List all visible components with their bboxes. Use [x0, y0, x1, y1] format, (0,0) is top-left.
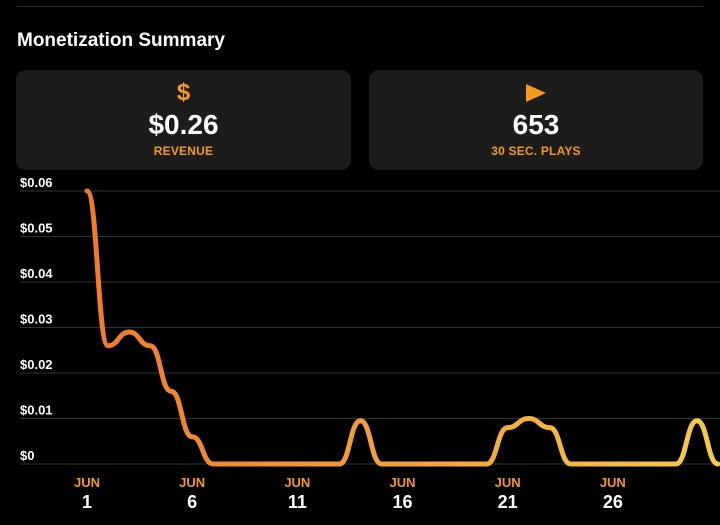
x-tick-day: 21 — [498, 492, 518, 512]
x-tick-month: JUN — [179, 475, 205, 490]
y-tick-label: $0.06 — [20, 178, 53, 190]
y-tick-label: $0.03 — [20, 312, 53, 327]
dollar-icon: $ — [176, 79, 191, 106]
y-tick-label: $0.02 — [20, 357, 53, 372]
x-tick-day: 1 — [82, 492, 92, 512]
y-tick-label: $0.01 — [20, 403, 53, 418]
x-tick-month: JUN — [600, 475, 626, 490]
revenue-value: $0.26 — [148, 109, 219, 140]
play-icon — [524, 80, 548, 106]
revenue-line-chart: $0.06 $0.05 $0.04 $0.03 $0.02 $0.01 $0 JUN 1 JUN… — [20, 178, 720, 512]
y-tick-label: $0 — [20, 448, 34, 463]
section-title: Monetization Summary — [17, 30, 225, 51]
x-tick-month: JUN — [74, 475, 100, 490]
x-tick-day: 16 — [392, 492, 412, 512]
plays-value: 653 — [512, 109, 560, 140]
x-tick-month: JUN — [389, 475, 415, 490]
x-tick-day: 6 — [187, 492, 197, 512]
y-tick-label: $0.04 — [20, 266, 53, 281]
revenue-series-line — [84, 188, 720, 467]
revenue-label: REVENUE — [153, 144, 214, 158]
x-tick-month: JUN — [284, 475, 310, 490]
top-divider — [17, 6, 703, 7]
plays-card: 653 30 SEC. PLAYS — [369, 70, 703, 170]
x-tick-month: JUN — [495, 475, 521, 490]
x-tick-day: 26 — [603, 492, 623, 512]
plays-label: 30 SEC. PLAYS — [491, 144, 581, 158]
x-tick-day: 11 — [288, 492, 307, 512]
y-tick-label: $0.05 — [20, 221, 53, 236]
revenue-card: $ $0.26 REVENUE — [16, 70, 351, 170]
